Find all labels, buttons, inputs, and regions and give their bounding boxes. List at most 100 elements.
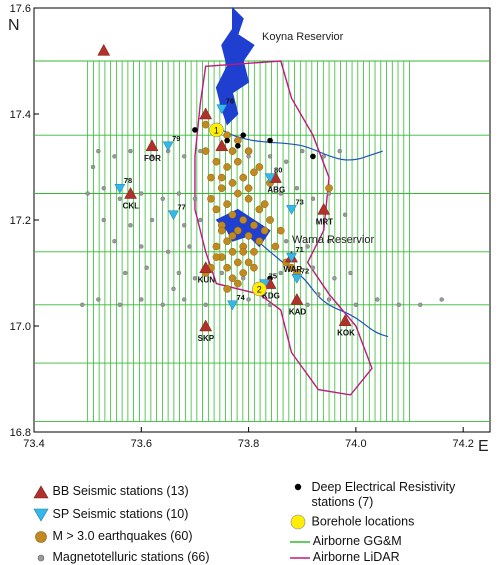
legend-ggm-label: Airborne GG&M	[312, 534, 402, 548]
bb-station-label: KUN	[198, 276, 216, 285]
earthquake-marker	[234, 189, 242, 198]
earthquake-marker	[266, 216, 274, 224]
bb-station-marker	[145, 139, 159, 152]
bb-station-marker	[317, 202, 331, 215]
earthquake-marker	[228, 147, 237, 155]
legend-der-label-1: Deep Electrical Resistivity	[311, 480, 456, 494]
earthquake-marker	[325, 184, 333, 193]
mt-stations-layer	[80, 148, 444, 307]
mt-station-marker	[326, 238, 332, 244]
earthquake-marker	[212, 157, 221, 166]
bb-station-label: KDG	[262, 292, 280, 301]
grey-dot-icon	[37, 554, 45, 562]
sp-station-label: 80	[274, 166, 282, 175]
earthquake-marker	[244, 194, 253, 203]
mt-station-marker	[85, 191, 90, 196]
mt-station-marker	[353, 302, 359, 307]
mt-station-marker	[101, 217, 106, 223]
mt-station-marker	[139, 244, 144, 249]
mt-station-marker	[283, 238, 289, 244]
earthquake-marker	[250, 221, 258, 230]
legend: BB Seismic stations (13) SP Seismic stat…	[0, 474, 500, 564]
borehole-label: 1	[214, 125, 219, 135]
mt-station-marker	[342, 212, 348, 217]
warna-reservoir-shape	[215, 208, 271, 248]
mt-station-marker	[187, 244, 192, 249]
earthquake-marker	[250, 263, 258, 272]
resistivity-station-marker	[235, 143, 241, 149]
legend-item-mt: Magnetotelluric stations (66)	[33, 550, 210, 565]
mt-station-marker	[198, 217, 203, 223]
earthquake-marker	[217, 184, 226, 193]
earthquake-marker	[228, 179, 237, 187]
mt-station-marker	[418, 302, 423, 307]
earthquake-marker	[212, 242, 221, 251]
mt-station-marker	[165, 249, 171, 255]
mt-station-marker	[144, 265, 149, 270]
bb-station-marker	[199, 319, 213, 332]
bb-station-marker	[290, 292, 304, 305]
sp-station-marker	[227, 300, 238, 311]
legend-lidar-label: Airborne LiDAR	[312, 550, 400, 564]
legend-item-ggm: Airborne GG&M	[290, 534, 402, 548]
mt-station-marker	[348, 270, 353, 276]
mt-station-marker	[182, 223, 187, 228]
earthquake-marker	[217, 173, 226, 182]
magenta-line-icon	[290, 556, 310, 559]
earthquake-marker	[223, 237, 231, 246]
earthquake-marker	[207, 173, 215, 182]
mt-station-marker	[96, 297, 101, 302]
earthquake-marker	[212, 205, 221, 214]
mt-station-marker	[112, 154, 117, 159]
earthquake-marker	[234, 258, 242, 267]
mt-station-marker	[310, 265, 316, 270]
mt-station-marker	[128, 148, 133, 154]
legend-der-label-2: stations (7)	[311, 495, 374, 509]
mt-station-marker	[149, 154, 155, 159]
earthquake-marker	[239, 216, 248, 224]
mt-station-marker	[267, 154, 273, 159]
bb-station-marker	[338, 314, 352, 326]
mt-station-marker	[246, 297, 251, 302]
borehole-label: 2	[257, 284, 262, 294]
borehole-marker	[252, 281, 267, 297]
mt-station-marker	[310, 196, 316, 202]
north-label: N	[8, 17, 20, 34]
mt-station-marker	[439, 297, 444, 302]
mt-station-marker	[160, 196, 165, 202]
x-tick-label: 74.0	[345, 438, 366, 450]
legend-item-der: Deep Electrical Resistivity stations (7)	[290, 480, 455, 510]
earthquake-marker	[201, 120, 210, 129]
mt-station-marker	[300, 148, 305, 154]
earthquake-marker	[223, 263, 231, 272]
earthquake-marker	[228, 247, 237, 256]
mt-station-marker	[375, 297, 380, 302]
mt-station-marker	[117, 196, 123, 202]
reservoirs	[215, 6, 271, 248]
sp-station-marker	[216, 104, 228, 115]
x-tick-label: 74.2	[452, 438, 473, 450]
mt-station-marker	[294, 185, 300, 191]
earthquake-marker	[255, 163, 264, 171]
y-tick-label: 16.8	[10, 427, 31, 439]
earthquake-marker	[250, 247, 258, 256]
x-tick-label: 73.6	[131, 438, 152, 450]
sp-station-label: 71	[296, 245, 304, 254]
legend-sp-label: SP Seismic stations (10)	[52, 507, 189, 521]
legend-item-bb: BB Seismic stations (13)	[33, 484, 189, 499]
bb-station-marker	[97, 43, 111, 56]
mt-station-marker	[192, 196, 198, 202]
x-tick-label: 73.8	[238, 438, 259, 450]
earthquake-marker	[223, 285, 231, 293]
y-tick-label: 17.2	[10, 215, 31, 227]
earthquake-marker	[244, 147, 253, 155]
koyna-reservoir-label: Koyna Reservior	[262, 31, 344, 43]
resistivity-stations-layer	[192, 127, 316, 282]
earthquake-marker	[223, 163, 231, 171]
mt-station-marker	[122, 270, 128, 276]
earthquake-marker	[223, 200, 231, 208]
mt-station-marker	[139, 297, 144, 302]
sp-station-label: 77	[177, 203, 185, 212]
sp-station-label: 78	[124, 176, 132, 185]
mt-station-marker	[326, 191, 332, 196]
